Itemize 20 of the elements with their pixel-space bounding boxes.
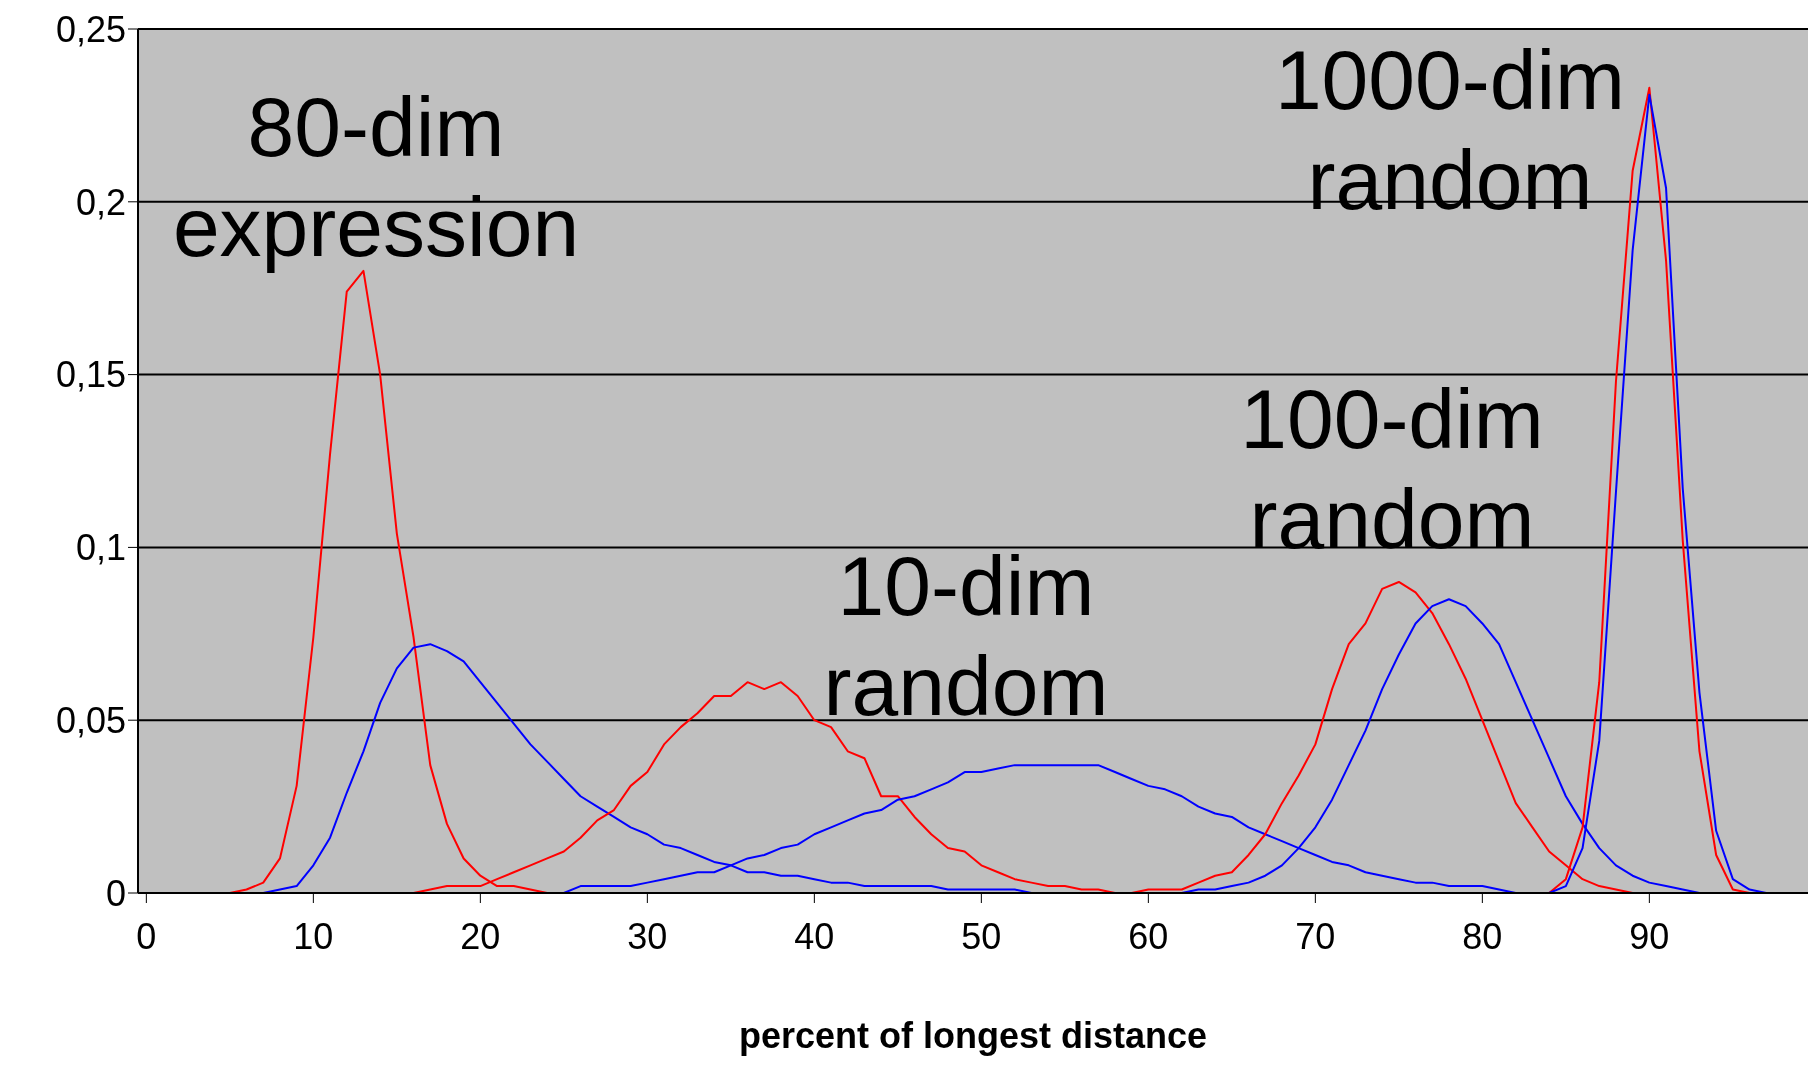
- x-tick-label: 90: [1629, 915, 1670, 957]
- y-tick-label: 0,2: [75, 181, 126, 223]
- x-tick-label: 40: [794, 915, 835, 957]
- y-tick-label: 0: [105, 872, 126, 914]
- y-tick-label: 0,05: [55, 699, 126, 741]
- x-axis-title: percent of longest distance: [738, 1015, 1208, 1056]
- annotation: 100-dim random: [1240, 372, 1544, 566]
- x-tick-label: 50: [961, 915, 1002, 957]
- x-tick-label: 30: [627, 915, 668, 957]
- x-tick-label: 60: [1128, 915, 1169, 957]
- x-tick-label: 20: [460, 915, 501, 957]
- x-tick-label: 80: [1462, 915, 1503, 957]
- y-tick-label: 0,1: [75, 527, 126, 569]
- x-tick-label: 10: [293, 915, 334, 957]
- y-tick-label: 0,25: [55, 8, 126, 50]
- x-tick-label: 0: [136, 915, 157, 957]
- annotation: 10-dim random: [823, 539, 1109, 733]
- x-tick-label: 70: [1295, 915, 1336, 957]
- y-tick-label: 0,15: [55, 354, 126, 396]
- annotation: 80-dim expression: [172, 80, 580, 274]
